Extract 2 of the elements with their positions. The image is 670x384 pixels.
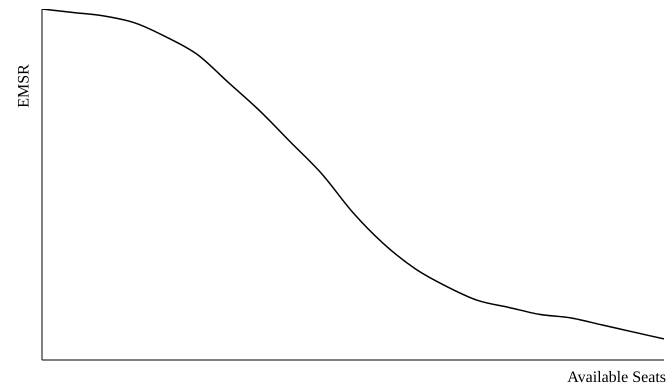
- y-axis-title: EMSR: [16, 64, 32, 108]
- x-axis-title: Available Seats: [567, 369, 666, 384]
